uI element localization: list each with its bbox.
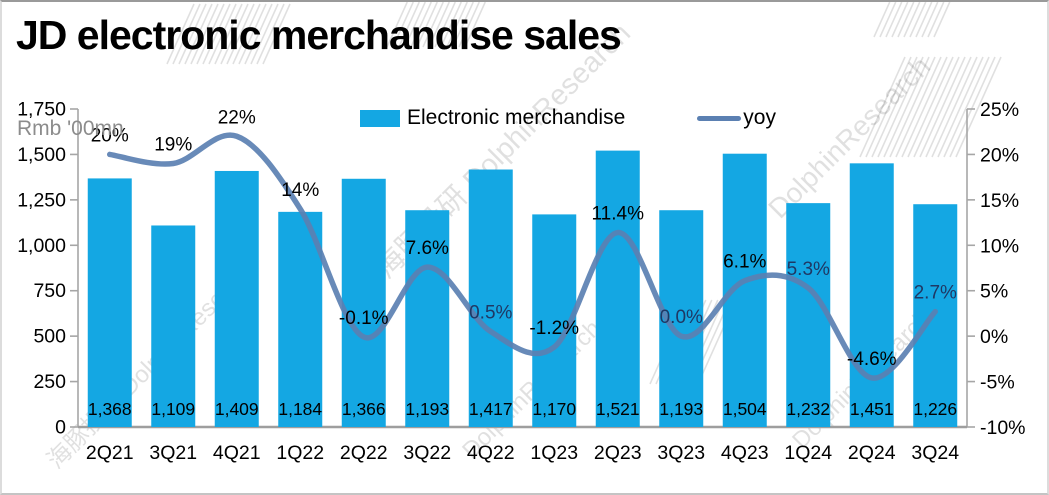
bar-value-label: 1,451: [850, 399, 894, 419]
bar: [468, 169, 513, 427]
x-axis-category-label: 1Q24: [784, 442, 832, 464]
bar: [341, 178, 386, 427]
x-axis-category-label: 4Q22: [467, 442, 515, 464]
bar-value-label: 1,417: [469, 399, 513, 419]
bar-value-label: 1,232: [786, 399, 830, 419]
yoy-value-label: 0.5%: [469, 303, 512, 324]
x-axis-category-label: 3Q24: [911, 442, 959, 464]
bar: [87, 178, 132, 427]
right-axis-tick-label: 20%: [980, 144, 1019, 166]
bar: [151, 225, 196, 427]
watermark-hatch-icon: [859, 56, 1002, 158]
left-axis-tick-label: 500: [33, 326, 66, 348]
yoy-value-label: 20%: [91, 125, 129, 146]
yoy-value-label: -1.2%: [529, 318, 579, 339]
bar: [595, 150, 640, 428]
yoy-value-label: 14%: [281, 180, 319, 201]
yoy-value-label: 22%: [218, 107, 256, 128]
right-axis-tick-label: -10%: [980, 417, 1026, 439]
bar: [786, 203, 831, 427]
y-axis-lines: [77, 109, 968, 427]
x-axis-category-label: 2Q22: [340, 442, 388, 464]
yoy-value-label: 19%: [154, 135, 192, 156]
page-title: JD electronic merchandise sales: [16, 12, 622, 58]
yoy-value-label: 2.7%: [914, 283, 957, 304]
legend-label-yoy: yoy: [743, 106, 776, 129]
left-axis-tick-label: 250: [33, 371, 66, 393]
x-axis-category-label: 3Q23: [657, 442, 705, 464]
watermark-hatch-icon: [166, 3, 291, 65]
left-axis-tick-label: 1,750: [17, 99, 66, 121]
x-axis-category-label: 2Q24: [848, 442, 896, 464]
right-axis-tick-label: 5%: [980, 281, 1008, 303]
axis-unit-label: Rmb '00mn: [17, 117, 124, 140]
legend-item-yoy: yoy: [697, 106, 776, 130]
bar: [849, 163, 894, 427]
x-axis-category-label: 2Q21: [86, 442, 134, 464]
bar-value-label: 1,504: [723, 399, 767, 419]
bar: [405, 210, 450, 427]
right-axis-tick-label: 0%: [980, 326, 1008, 348]
bar-value-label: 1,226: [913, 399, 957, 419]
watermark-hatch-icon: [873, 2, 951, 38]
yoy-value-label: 5.3%: [787, 259, 830, 280]
left-axis-tick-label: 1,250: [17, 189, 66, 211]
bar: [214, 170, 259, 427]
bar-value-label: 1,366: [342, 399, 386, 419]
legend-bar-swatch-icon: [360, 109, 400, 127]
bar-value-label: 1,368: [88, 399, 132, 419]
left-axis-tick-label: 1,000: [17, 235, 66, 257]
left-axis-tick-label: 750: [33, 280, 66, 302]
bar-value-label: 1,521: [596, 399, 640, 419]
legend-item-electronic-merchandise: Electronic merchandise: [360, 106, 625, 130]
x-axis-category-label: 1Q22: [276, 442, 324, 464]
x-axis-category-label: 4Q21: [213, 442, 261, 464]
x-axis-category-label: 1Q23: [530, 442, 578, 464]
chart-legend: Electronic merchandise yoy: [360, 106, 776, 130]
bar-value-label: 1,193: [405, 399, 449, 419]
yoy-value-label: 6.1%: [723, 252, 766, 273]
bar: [278, 211, 323, 427]
yoy-value-label: -4.6%: [847, 349, 897, 370]
left-axis-tick-label: 0: [55, 417, 66, 439]
left-axis-tick-label: 1,500: [17, 144, 66, 166]
legend-line-swatch-icon: [697, 115, 742, 121]
yoy-value-label: 7.6%: [406, 238, 449, 259]
right-axis-tick-label: 15%: [980, 190, 1019, 212]
x-axis-category-label: 3Q21: [149, 442, 197, 464]
yoy-line: [107, 132, 938, 381]
yoy-value-label: 11.4%: [592, 204, 645, 225]
bar-value-label: 1,170: [532, 399, 576, 419]
bar-value-label: 1,409: [215, 399, 259, 419]
bar-value-label: 1,184: [278, 399, 322, 419]
yoy-value-label: 0.0%: [660, 307, 703, 328]
yoy-value-label: -0.1%: [339, 308, 389, 329]
watermark-hatch-icon: [386, 2, 486, 48]
x-axis-category-label: 4Q23: [721, 442, 769, 464]
legend-label-electronic-merchandise: Electronic merchandise: [407, 106, 626, 129]
right-axis-tick-label: -5%: [980, 372, 1015, 394]
x-axis-category-label: 2Q23: [594, 442, 642, 464]
x-axis-category-label: 3Q22: [403, 442, 451, 464]
bar-value-label: 1,109: [151, 399, 195, 419]
bar-value-label: 1,193: [659, 399, 703, 419]
right-axis-tick-label: 10%: [980, 235, 1019, 257]
right-axis-tick-label: 25%: [980, 99, 1019, 121]
